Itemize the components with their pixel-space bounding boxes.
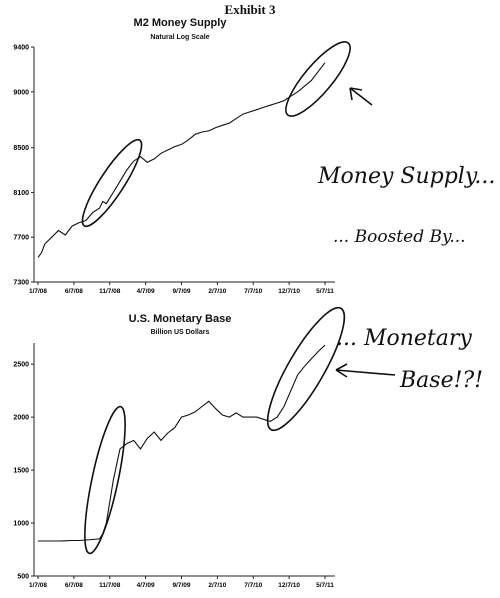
- arrow-money-supply: [349, 87, 373, 106]
- y-tick-label: 2000: [13, 415, 29, 422]
- chart1-title: M2 Money Supply: [133, 17, 227, 29]
- x-tick-label: 2/7/10: [208, 582, 226, 589]
- x-tick-label: 11/7/08: [99, 582, 121, 589]
- annotation-boosted-by: ... Boosted By...: [333, 227, 466, 247]
- series-line: [37, 62, 326, 258]
- x-tick-label: 9/7/09: [172, 582, 190, 589]
- x-tick-label: 2/7/10: [208, 288, 226, 295]
- x-tick-label: 11/7/08: [99, 288, 121, 295]
- y-tick-label: 8500: [13, 145, 29, 152]
- x-tick-label: 7/7/10: [244, 582, 262, 589]
- x-tick-label: 6/7/08: [65, 582, 83, 589]
- y-tick-label: 7300: [13, 280, 29, 287]
- x-tick-label: 6/7/08: [65, 288, 83, 295]
- x-tick-label: 1/7/08: [29, 582, 47, 589]
- hand-drawn-circle: [81, 138, 143, 228]
- annotation-base: Base!?!: [399, 368, 483, 393]
- y-tick-label: 7700: [13, 235, 29, 242]
- x-tick-label: 5/7/11: [316, 288, 334, 295]
- hand-drawn-circle: [285, 41, 351, 117]
- hand-drawn-circle: [266, 306, 346, 432]
- y-tick-label: 9000: [13, 89, 29, 96]
- hand-drawn-circle: [84, 405, 126, 555]
- arrow-monetary-base: [335, 363, 396, 378]
- y-tick-label: 8100: [13, 190, 29, 197]
- chart2-subtitle: Billion US Dollars: [150, 329, 210, 336]
- y-tick-label: 9400: [13, 45, 29, 52]
- y-tick-label: 500: [17, 574, 29, 581]
- chart1-subtitle: Natural Log Scale: [150, 34, 210, 41]
- y-tick-label: 2500: [13, 362, 29, 369]
- x-tick-label: 5/7/11: [316, 582, 334, 589]
- x-tick-label: 12/7/10: [278, 582, 300, 589]
- chart2-title: U.S. Monetary Base: [128, 313, 232, 325]
- y-tick-label: 1500: [13, 468, 29, 475]
- annotation-monetary: ... Monetary: [336, 326, 472, 351]
- x-tick-label: 1/7/08: [29, 288, 47, 295]
- x-tick-label: 9/7/09: [172, 288, 190, 295]
- exhibit-label: Exhibit 3: [224, 2, 276, 17]
- x-tick-label: 7/7/10: [244, 288, 262, 295]
- x-tick-label: 4/7/09: [137, 288, 155, 295]
- x-tick-label: 4/7/09: [137, 582, 155, 589]
- annotation-money-supply: Money Supply...: [317, 164, 495, 189]
- series-line: [38, 344, 326, 542]
- x-tick-label: 12/7/10: [278, 288, 300, 295]
- y-tick-label: 1000: [13, 521, 29, 528]
